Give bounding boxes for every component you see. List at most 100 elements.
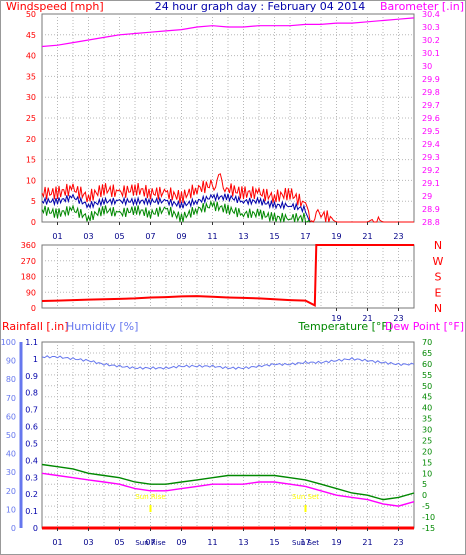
compass-tick-label: S xyxy=(435,271,442,284)
direction-x-axis-label: 21 xyxy=(362,314,372,323)
barometer-tick-label: 29.6 xyxy=(422,114,440,123)
rainfall-tick-label: 0.9 xyxy=(25,372,38,381)
windaverage-series-line xyxy=(41,200,311,224)
wind-direction-series-line xyxy=(41,244,414,308)
barometer-tick-label: 29.4 xyxy=(422,140,440,149)
direction-x-axis-label: 19 xyxy=(331,314,341,323)
barometer-tick-label: 28.8 xyxy=(422,218,440,227)
dewpoint-axis-label: Dew Point [°F] xyxy=(385,320,464,333)
rainfall-tick-label: 0.1 xyxy=(25,507,38,516)
compass-tick-label: E xyxy=(435,286,442,299)
compass-tick-label: N xyxy=(434,302,442,315)
windspeed-axis-label: Windspeed [mph] xyxy=(6,0,104,13)
temperature-x-axis-label: 05 xyxy=(114,538,124,547)
barometer-tick-label: 30 xyxy=(422,62,432,71)
wind-x-axis-label: 15 xyxy=(269,232,279,241)
barometer-tick-label: 30.2 xyxy=(422,36,440,45)
temperature-tick-label: 5 xyxy=(422,480,427,489)
temperature-tick-label: 45 xyxy=(422,393,432,402)
windspeed-series-line xyxy=(41,173,414,223)
temperature-tick-label: 40 xyxy=(422,404,432,413)
wind-x-axis-label: 13 xyxy=(238,232,248,241)
windspeed-tick-label: 5 xyxy=(31,197,36,206)
temperature-tick-label: 50 xyxy=(422,382,432,391)
barometer-tick-label: 29.8 xyxy=(422,88,440,97)
direction-tick-label: 90 xyxy=(26,288,36,297)
humidity-tick-label: 70 xyxy=(6,394,16,403)
windspeed-tick-label: 25 xyxy=(26,114,36,123)
barometer-tick-label: 29.5 xyxy=(422,127,440,136)
wind-x-axis-label: 01 xyxy=(52,232,62,241)
wind-x-axis-label: 11 xyxy=(207,232,217,241)
rainfall-tick-label: 1.1 xyxy=(25,338,38,347)
chart-title: 24 hour graph day : February 04 2014 xyxy=(155,0,366,13)
windspeed-tick-label: 0 xyxy=(31,218,36,227)
temperature-tick-label: -15 xyxy=(422,524,435,533)
direction-tick-label: 0 xyxy=(31,304,36,313)
windspeed-tick-label: 15 xyxy=(26,156,36,165)
temperature-x-axis-label: 13 xyxy=(238,538,248,547)
temperature-x-axis-label: 17 xyxy=(300,538,310,547)
rainfall-tick-label: 0.3 xyxy=(25,473,38,482)
sunset-axis-label: Sun Set xyxy=(292,539,319,547)
wind-x-axis-label: 19 xyxy=(331,232,341,241)
humidity-axis-label: Humidity [%] xyxy=(66,320,138,333)
temperature-tick-label: 10 xyxy=(422,469,432,478)
humidity-tick-label: 60 xyxy=(6,412,16,421)
rainfall-tick-label: 0 xyxy=(33,524,38,533)
wind-x-axis-label: 03 xyxy=(83,232,93,241)
temperature-tick-label: 20 xyxy=(422,447,432,456)
rainfall-axis-label: Rainfall [.in] xyxy=(2,320,69,333)
temperature-tick-label: 70 xyxy=(422,338,432,347)
temperature-tick-label: 25 xyxy=(422,436,432,445)
wind-x-axis-label: 23 xyxy=(393,232,403,241)
windgust-series-line xyxy=(41,191,311,223)
temperature-tick-label: 55 xyxy=(422,371,432,380)
temperature-x-axis-label: 11 xyxy=(207,538,217,547)
windspeed-tick-label: 30 xyxy=(26,93,36,102)
temperature-x-axis-label: 01 xyxy=(52,538,62,547)
humidity-tick-label: 20 xyxy=(6,487,16,496)
temperature-tick-label: 0 xyxy=(422,491,427,500)
windspeed-tick-label: 40 xyxy=(26,52,36,61)
temperature-x-axis-label: 07 xyxy=(145,538,155,547)
direction-tick-label: 180 xyxy=(21,273,36,282)
direction-tick-label: 270 xyxy=(21,257,36,266)
barometer-tick-label: 29.9 xyxy=(422,75,440,84)
rainfall-tick-label: 0.4 xyxy=(25,456,38,465)
temperature-tick-label: 15 xyxy=(422,458,432,467)
barometer-tick-label: 29.3 xyxy=(422,153,440,162)
humidity-tick-label: 90 xyxy=(6,357,16,366)
humidity-tick-label: 10 xyxy=(6,505,16,514)
rainfall-tick-label: 0.6 xyxy=(25,423,38,432)
barometer-tick-label: 29.1 xyxy=(422,179,440,188)
temperature-tick-label: 65 xyxy=(422,349,432,358)
humidity-tick-label: 30 xyxy=(6,468,16,477)
humidity-tick-label: 80 xyxy=(6,375,16,384)
temperature-x-axis-label: 03 xyxy=(83,538,93,547)
wind-x-axis-label: 09 xyxy=(176,232,186,241)
humidity-series-line xyxy=(41,355,415,370)
temperature-x-axis-label: 21 xyxy=(362,538,372,547)
sunrise-axis-label: Sun Rise xyxy=(135,539,165,547)
wind-x-axis-label: 21 xyxy=(362,232,372,241)
rainfall-tick-label: 0.5 xyxy=(25,439,38,448)
windspeed-tick-label: 45 xyxy=(26,31,36,40)
temperature-tick-label: -5 xyxy=(422,502,430,511)
direction-x-axis-label: 23 xyxy=(393,314,403,323)
temperature-x-axis-label: 15 xyxy=(269,538,279,547)
barometer-tick-label: 28.9 xyxy=(422,205,440,214)
temperature-x-axis-label: 23 xyxy=(393,538,403,547)
compass-tick-label: W xyxy=(433,255,444,268)
temperature-axis-label: Temperature [°F] xyxy=(297,320,392,333)
humidity-tick-label: 100 xyxy=(1,338,16,347)
wind-x-axis-label: 05 xyxy=(114,232,124,241)
direction-tick-label: 360 xyxy=(21,241,36,250)
windspeed-tick-label: 35 xyxy=(26,72,36,81)
rainfall-tick-label: 0.2 xyxy=(25,490,38,499)
humidity-tick-label: 50 xyxy=(6,431,16,440)
rainfall-tick-label: 0.8 xyxy=(25,389,38,398)
barometer-tick-label: 29 xyxy=(422,192,432,201)
sunrise-label: Sun Rise xyxy=(135,493,165,501)
